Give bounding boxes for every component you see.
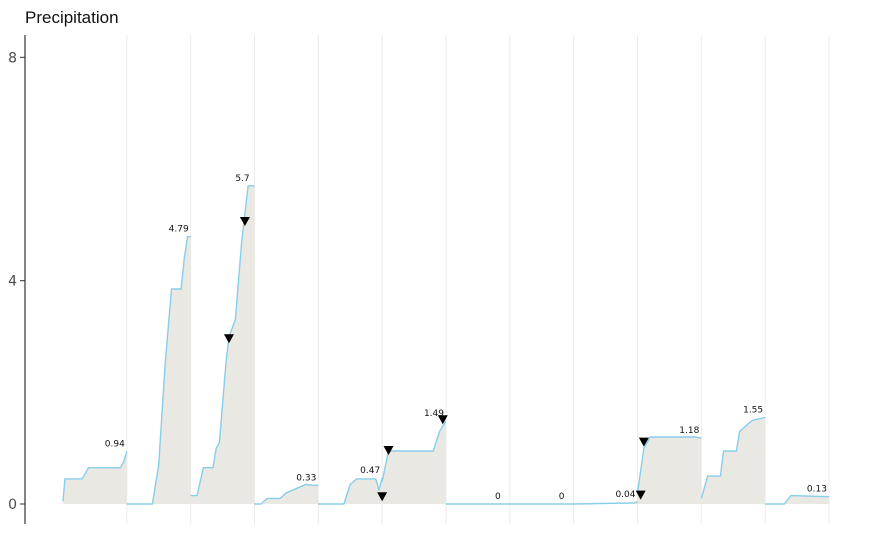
y-axis: 0 4 8 (8, 35, 26, 524)
series-line-1 (62, 451, 128, 502)
triangle-marker (239, 217, 250, 227)
area-fill-11 (701, 417, 766, 504)
data-label-7: 0 (495, 492, 501, 502)
y-tick-label: 0 (8, 497, 17, 513)
triangle-marker (437, 415, 448, 425)
series-line-4 (254, 483, 319, 505)
data-label-1: 0.94 (105, 440, 125, 450)
data-label-12: 0.13 (807, 485, 827, 495)
triangle-marker (383, 445, 394, 455)
series-line-2 (126, 235, 191, 505)
series-line-6 (381, 420, 447, 482)
series-line-9 (573, 501, 638, 505)
area-fill-1 (63, 451, 127, 504)
data-label-2: 4.79 (169, 225, 189, 235)
area-fill-5 (318, 477, 383, 504)
data-label-8: 0 (559, 492, 565, 502)
series-line-11 (700, 416, 766, 499)
chart-title: Precipitation (25, 8, 119, 27)
area-fill-10 (637, 437, 702, 504)
triangle-marker (638, 437, 649, 447)
data-label-3: 5.7 (235, 174, 249, 184)
triangle-markers (223, 217, 649, 502)
data-label-5: 0.47 (360, 466, 380, 476)
y-tick-label: 4 (8, 274, 17, 290)
area-fill-12 (765, 495, 829, 504)
area-series (62, 185, 830, 505)
data-label-6: 1.49 (424, 409, 444, 419)
triangle-marker (377, 492, 388, 502)
data-label-11: 1.55 (743, 405, 763, 415)
area-fill-6 (382, 420, 446, 504)
area-fill-3 (190, 185, 255, 505)
data-label-4: 0.33 (296, 474, 316, 484)
triangle-marker (223, 334, 234, 344)
area-fill-4 (254, 484, 319, 504)
data-label-10: 1.18 (679, 426, 699, 436)
area-fill-2 (126, 236, 191, 504)
series-line-5 (318, 477, 383, 505)
data-labels: 0.94 4.79 5.7 0.33 0.47 1.49 0 0 0.04 1.18 1.55 0.1… (105, 174, 827, 502)
data-label-9: 0.04 (615, 490, 635, 500)
y-tick-label: 8 (8, 50, 17, 66)
triangle-marker (635, 490, 646, 500)
series-line-12 (765, 494, 830, 505)
series-line-3 (190, 185, 255, 497)
series-line-10 (636, 436, 702, 493)
